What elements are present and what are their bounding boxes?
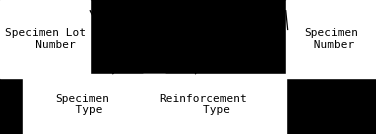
Bar <box>0 0 90 78</box>
Bar <box>23 74 165 134</box>
Text: Specimen
 Number: Specimen Number <box>304 28 358 50</box>
Text: Specimen
  Type: Specimen Type <box>56 94 110 115</box>
Bar <box>286 0 376 78</box>
Text: Specimen Lot
   Number: Specimen Lot Number <box>5 28 86 50</box>
Text: Reinforcement
    Type: Reinforcement Type <box>159 94 247 115</box>
Bar <box>143 74 286 134</box>
